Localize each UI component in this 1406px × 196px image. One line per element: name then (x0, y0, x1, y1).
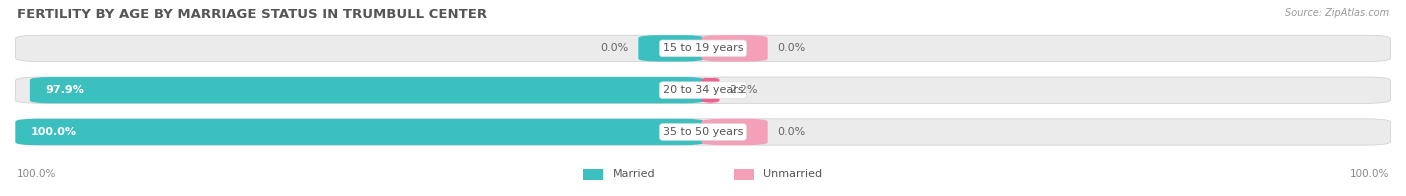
FancyBboxPatch shape (638, 35, 704, 62)
FancyBboxPatch shape (15, 35, 1391, 62)
FancyBboxPatch shape (15, 119, 1391, 145)
Text: 35 to 50 years: 35 to 50 years (662, 127, 744, 137)
FancyBboxPatch shape (702, 35, 768, 62)
Text: 0.0%: 0.0% (778, 127, 806, 137)
FancyBboxPatch shape (15, 119, 704, 145)
Text: 15 to 19 years: 15 to 19 years (662, 43, 744, 53)
FancyBboxPatch shape (15, 77, 1391, 103)
FancyBboxPatch shape (702, 119, 768, 145)
Text: Unmarried: Unmarried (763, 169, 823, 180)
FancyBboxPatch shape (583, 169, 603, 180)
Text: 100.0%: 100.0% (31, 127, 77, 137)
Text: Source: ZipAtlas.com: Source: ZipAtlas.com (1285, 8, 1389, 18)
Text: 100.0%: 100.0% (1350, 169, 1389, 180)
Text: 0.0%: 0.0% (778, 43, 806, 53)
FancyBboxPatch shape (734, 169, 754, 180)
Text: 0.0%: 0.0% (600, 43, 628, 53)
Text: 2.2%: 2.2% (730, 85, 758, 95)
FancyBboxPatch shape (699, 77, 723, 103)
Text: 97.9%: 97.9% (45, 85, 84, 95)
Text: Married: Married (613, 169, 655, 180)
Text: 20 to 34 years: 20 to 34 years (662, 85, 744, 95)
FancyBboxPatch shape (30, 77, 704, 103)
Text: 100.0%: 100.0% (17, 169, 56, 180)
Text: FERTILITY BY AGE BY MARRIAGE STATUS IN TRUMBULL CENTER: FERTILITY BY AGE BY MARRIAGE STATUS IN T… (17, 8, 486, 21)
